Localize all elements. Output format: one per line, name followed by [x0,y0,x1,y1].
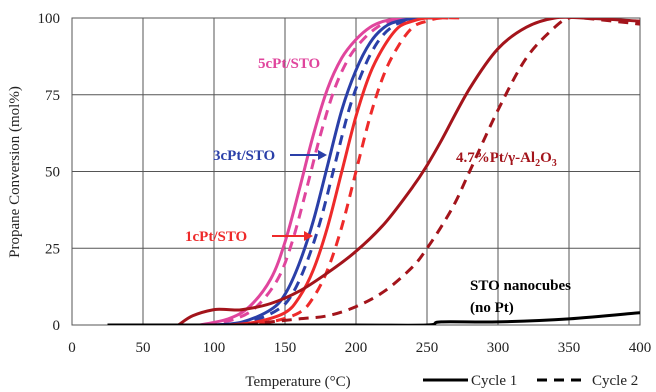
y-tick-label: 100 [38,11,61,27]
y-tick-label: 50 [45,165,60,181]
x-axis-title: Temperature (°C) [245,374,350,390]
x-tick-label: 400 [629,340,652,356]
series-line-5-dashed [242,18,463,325]
x-tick-label: 350 [558,340,581,356]
x-tick-label: 250 [416,340,439,356]
series-layer [107,18,640,325]
x-tick-label: 200 [345,340,368,356]
tick-labels: 0 50 100 150 200 250 300 350 400 0 25 50 75 100 [38,11,652,356]
series-line-0-solid [199,18,427,325]
legend-cycle1-label: Cycle 1 [471,373,517,389]
series-line-7-dashed [214,18,640,325]
y-tick-label: 25 [45,241,60,257]
arrow-3cpt-head [318,150,327,160]
legend-cycle2-label: Cycle 2 [592,373,638,389]
label-5cpt-sto: 5cPt/STO [258,56,320,72]
label-no-pt: (no Pt) [470,300,514,316]
y-tick-label: 0 [53,318,61,334]
label-1cpt-sto: 1cPt/STO [185,229,247,245]
series-line-3-dashed [220,18,449,325]
y-tick-label: 75 [45,88,60,104]
series-line-1-dashed [206,18,435,325]
series-line-4-solid [228,18,449,325]
series-line-6-solid [177,18,640,325]
label-3cpt-sto: 3cPt/STO [213,148,275,164]
label-pt-al2o3: 4.7%Pt/γ-Al2O3 [456,150,557,169]
x-tick-label: 300 [487,340,510,356]
x-tick-label: 0 [68,340,76,356]
series-line-2-solid [213,18,442,325]
x-tick-label: 50 [136,340,151,356]
arrow-1cpt-head [304,231,313,241]
x-tick-label: 150 [274,340,297,356]
series-line-8-solid [107,311,640,325]
y-axis-title: Propane Conversion (mol%) [7,86,23,258]
x-tick-label: 100 [203,340,226,356]
label-sto-nanocubes: STO nanocubes [470,278,571,294]
